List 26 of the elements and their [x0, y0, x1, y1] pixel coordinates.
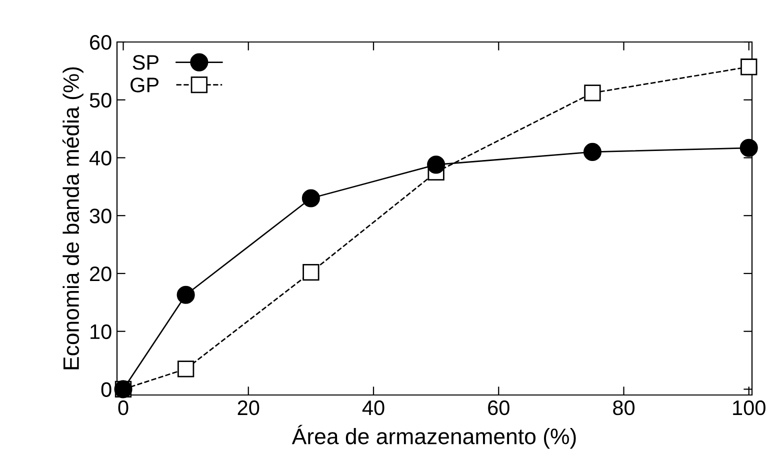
y-tick-label: 0: [101, 382, 112, 397]
point: [302, 189, 320, 208]
x-tick-label: 60: [488, 400, 510, 416]
point: [740, 58, 758, 76]
x-tick-label: 20: [238, 400, 260, 416]
y-tick-label: 50: [90, 92, 112, 108]
y-tick-label: 40: [89, 150, 112, 166]
x-axis-title: Área de armazenamento (%): [292, 424, 576, 449]
point: [583, 142, 602, 161]
point: [176, 286, 195, 304]
x-tick-label: 80: [613, 400, 635, 416]
x-tick-label: 40: [362, 400, 384, 416]
point: [584, 84, 601, 102]
x-tick-label: 100: [733, 400, 766, 416]
y-axis-title: Economia de banda média (%): [62, 67, 84, 370]
legend-label: SP: [132, 55, 158, 70]
x-tick-label: 0: [118, 400, 128, 416]
point: [302, 264, 320, 281]
y-tick-label: 60: [90, 35, 112, 50]
point: [427, 156, 446, 174]
point: [740, 138, 758, 157]
legend-label: GP: [130, 78, 158, 92]
y-tick-label: 30: [90, 208, 112, 224]
point: [177, 360, 194, 378]
y-tick-label: 20: [90, 266, 112, 282]
y-tick-label: 10: [90, 324, 112, 340]
